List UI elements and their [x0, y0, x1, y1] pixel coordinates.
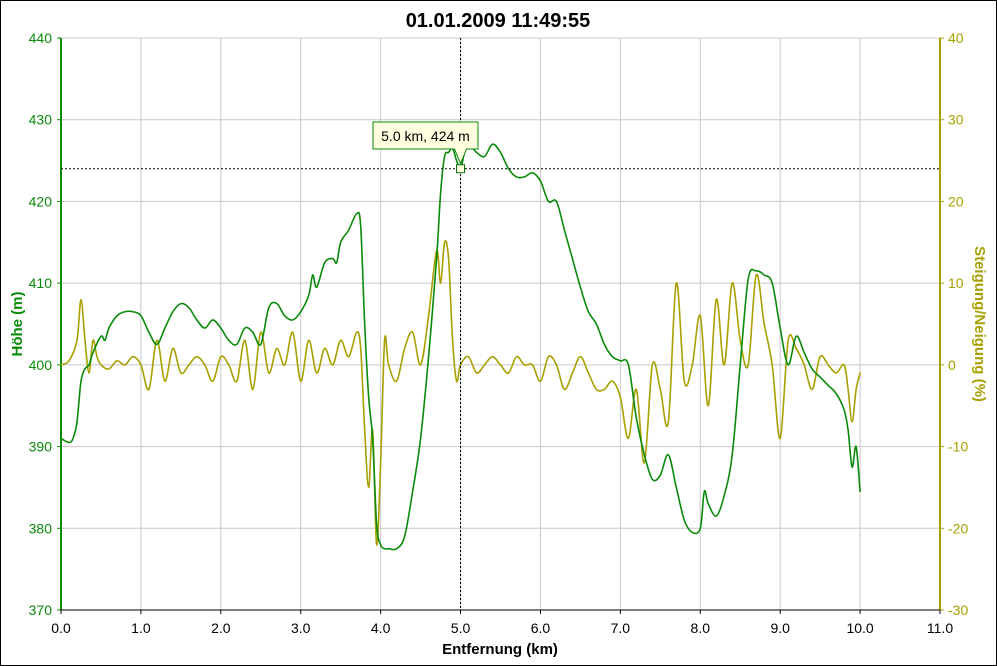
- y-tick-label-right: -20: [948, 520, 968, 536]
- y-tick-label-left: 430: [29, 112, 53, 128]
- y-tick-label-right: 30: [948, 112, 964, 128]
- grid-lines: [60, 37, 941, 611]
- y-tick-label-left: 390: [29, 439, 53, 455]
- cursor-tooltip-label: 5.0 km, 424 m: [381, 128, 470, 144]
- x-tick-label: 0.0: [51, 620, 71, 636]
- x-tick-label: 8.0: [691, 620, 711, 636]
- cursor-tooltip: [372, 121, 479, 166]
- x-tick-label: 5.0: [451, 620, 471, 636]
- tick-labels: 0.0 1.0 2.0 3.0 4.0 5.0 6.0 7.0 8.0 9.0 10.0 11.0 37…: [29, 30, 969, 636]
- cursor-crosshair[interactable]: 5.0 km, 424 m: [61, 38, 940, 610]
- y-axis-label-left: Höhe (m): [9, 292, 26, 357]
- x-tick-label: 2.0: [211, 620, 231, 636]
- y-tick-label-left: 420: [29, 193, 53, 209]
- y-tick-label-right: 10: [948, 275, 964, 291]
- x-tick-label: 10.0: [846, 620, 873, 636]
- y-tick-label-right: -30: [948, 602, 968, 618]
- y-tick-label-left: 380: [29, 520, 53, 536]
- y-tick-label-left: 410: [29, 275, 53, 291]
- x-tick-label: 4.0: [371, 620, 391, 636]
- series-line-elevation: [60, 143, 861, 551]
- x-axis-label: Entfernung (km): [442, 641, 558, 658]
- cursor-marker[interactable]: [456, 164, 466, 174]
- y-tick-label-left: 370: [29, 602, 53, 618]
- chart-title: 01.01.2009 11:49:55: [406, 10, 591, 32]
- y-tick-label-right: -10: [948, 439, 968, 455]
- x-tick-label: 7.0: [611, 620, 631, 636]
- x-tick-label: 9.0: [770, 620, 790, 636]
- y-tick-label-right: 40: [948, 30, 964, 46]
- series-line-gradient: [60, 240, 861, 546]
- series-group: [60, 143, 861, 551]
- x-tick-label: 1.0: [131, 620, 151, 636]
- x-tick-label: 11.0: [927, 620, 953, 636]
- x-tick-label: 3.0: [291, 620, 311, 636]
- y-tick-label-left: 400: [29, 357, 53, 373]
- y-tick-label-left: 440: [29, 30, 53, 46]
- y-tick-label-right: 20: [948, 193, 964, 209]
- x-tick-label: 6.0: [531, 620, 551, 636]
- y-tick-label-right: 0: [948, 357, 956, 373]
- y-axis-label-right: Steigung/Neigung (%): [971, 246, 988, 402]
- axes: [57, 37, 944, 614]
